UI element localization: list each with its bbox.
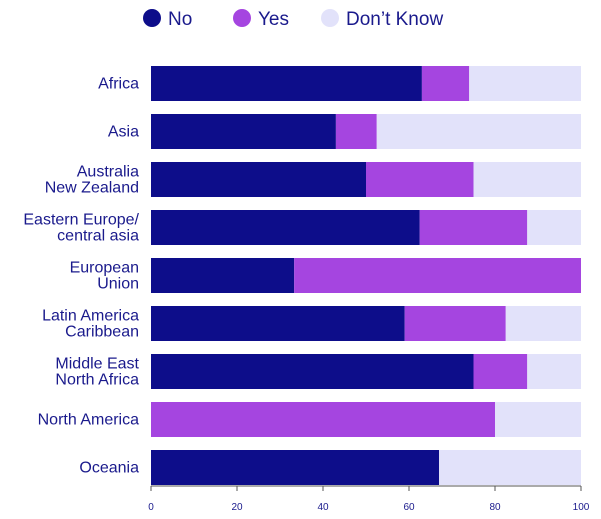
bar-segment: [151, 450, 440, 485]
bar-segment: [421, 66, 470, 101]
bar-segment: [527, 354, 581, 389]
x-tick-label: 0: [148, 502, 154, 513]
bar-segment: [404, 306, 506, 341]
bar-segment: [294, 258, 581, 293]
bar-segment: [469, 66, 581, 101]
x-tick-label: 20: [231, 502, 243, 513]
category-label: North America: [38, 412, 139, 429]
bar-segment: [335, 114, 377, 149]
bar-segment: [376, 114, 581, 149]
legend-swatch: [233, 9, 251, 27]
category-label: Australia: [77, 164, 139, 181]
category-label: Africa: [98, 76, 139, 93]
category-label: Eastern Europe/: [23, 212, 139, 229]
legend-item: Yes: [233, 9, 289, 30]
bar-segment: [419, 210, 528, 245]
bar-segment: [527, 210, 581, 245]
x-tick-label: 60: [403, 502, 415, 513]
x-tick-label: 40: [317, 502, 329, 513]
x-tick-label: 80: [489, 502, 501, 513]
bar-segment: [439, 450, 581, 485]
x-axis: 0 20 40 60 80 100: [148, 485, 590, 513]
bar-segment: [151, 66, 422, 101]
x-tick-label: 100: [573, 502, 590, 513]
bar-segment: [151, 114, 336, 149]
bar-segment: [151, 258, 295, 293]
bar-segment: [151, 210, 420, 245]
bar-segment: [505, 306, 581, 341]
legend-item: Don’t Know: [321, 9, 443, 30]
bar-segment: [473, 354, 528, 389]
category-label: Oceania: [79, 460, 139, 477]
category-label: Caribbean: [65, 324, 139, 341]
legend-label: Yes: [258, 9, 289, 30]
bar-segment: [151, 306, 405, 341]
category-label: European: [70, 260, 139, 277]
category-label: Asia: [108, 124, 139, 141]
bar-segment: [473, 162, 581, 197]
category-label: central asia: [57, 228, 139, 245]
category-label: Union: [97, 276, 139, 293]
legend-swatch: [143, 9, 161, 27]
bar-segment: [495, 402, 581, 437]
legend-label: Don’t Know: [346, 9, 443, 30]
category-label: Latin America: [42, 308, 139, 325]
category-label: New Zealand: [45, 180, 139, 197]
bar-segment: [151, 354, 474, 389]
legend-item: No: [143, 9, 192, 30]
bars: [151, 66, 581, 485]
legend-swatch: [321, 9, 339, 27]
bar-segment: [366, 162, 474, 197]
bar-segment: [151, 402, 495, 437]
legend: No Yes Don’t Know: [143, 9, 443, 30]
category-label: Middle East: [55, 356, 139, 373]
category-label: North Africa: [55, 372, 139, 389]
bar-segment: [151, 162, 366, 197]
legend-label: No: [168, 9, 192, 30]
